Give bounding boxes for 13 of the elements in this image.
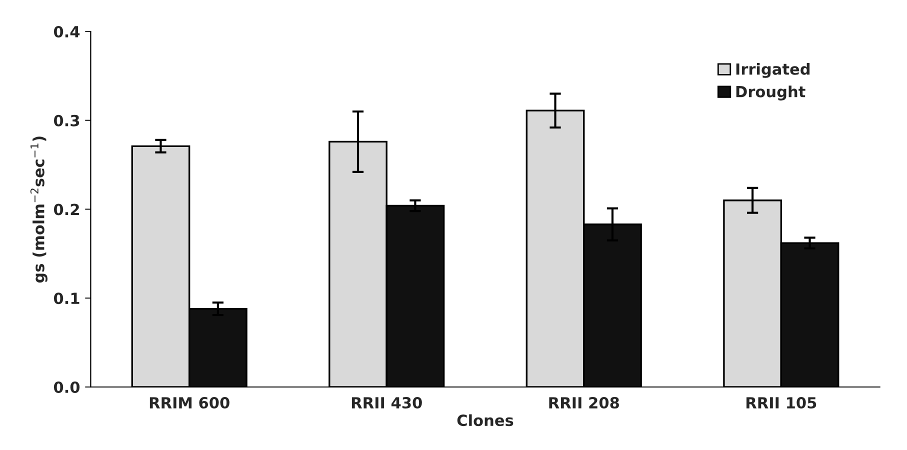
y-tick-label: 0.0 — [54, 381, 80, 394]
x-axis-title: Clones — [457, 414, 514, 426]
legend-label: Irrigated — [736, 63, 810, 78]
x-tick-label: RRII 208 — [549, 396, 619, 409]
y-tick-label: 0.2 — [54, 204, 79, 216]
x-tick-label: RRII 105 — [746, 396, 816, 409]
x-tick-label: RRII 430 — [352, 396, 422, 409]
y-axis-title: gs (molm$^{−2}$sec$^{−1}$) — [30, 136, 48, 283]
x-tick-label: RRIM 600 — [150, 396, 230, 409]
y-tick-label: 0.1 — [54, 292, 80, 304]
y-tick-label: 0.3 — [54, 114, 80, 126]
legend-label: Drought — [736, 86, 806, 100]
y-tick-label: 0.4 — [54, 26, 80, 38]
